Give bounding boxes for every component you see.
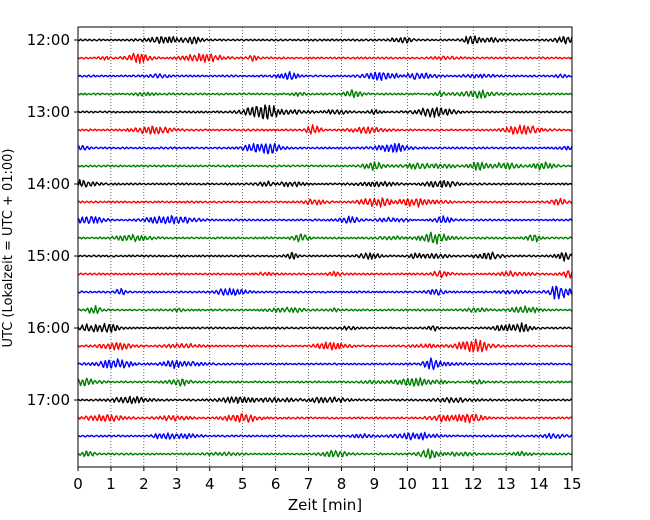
trace-1715 [77,413,573,424]
trace-1615 [77,338,573,353]
x-tick-label: 4 [205,475,215,493]
x-tick-label: 7 [304,475,314,493]
trace-1215 [77,52,573,64]
x-tick-label: 13 [497,475,516,493]
trace-1245 [77,89,573,99]
y-tick-label: 16:00 [27,319,70,337]
x-tick-label: 8 [337,475,347,493]
trace-1700 [77,395,573,405]
trace-1400 [77,178,573,188]
x-tick-label: 10 [398,475,417,493]
y-tick-label: 13:00 [27,103,70,121]
x-tick-label: 1 [106,475,116,493]
x-tick-label: 11 [431,475,450,493]
trace-1300 [77,104,573,120]
plot-frame [77,26,573,468]
x-tick-label: 9 [370,475,380,493]
trace-1730 [77,431,573,441]
trace-1415 [77,197,573,208]
x-tick-label: 12 [464,475,483,493]
y-tick-label: 14:00 [27,175,70,193]
trace-1345 [77,161,573,171]
x-tick-label: 15 [562,475,581,493]
x-axis-title: Zeit [min] [288,496,362,514]
trace-1330 [77,142,573,155]
trace-1530 [77,285,573,300]
x-tick-label: 2 [139,475,149,493]
y-axis-title: UTC (Lokalzeit = UTC + 01:00) [1,149,16,348]
y-tick-label: 12:00 [27,31,70,49]
x-tick-label: 3 [172,475,182,493]
trace-1630 [77,357,573,371]
trace-1645 [77,377,573,387]
x-tick-label: 14 [530,475,549,493]
grid-layer [110,27,540,467]
trace-1230 [77,71,573,81]
trace-1445 [77,231,573,245]
x-tick-label: 6 [271,475,281,493]
trace-1500 [77,251,573,262]
trace-1430 [77,215,573,225]
trace-1200 [77,35,573,45]
x-tick-label: 0 [73,475,83,493]
trace-1600 [77,322,573,333]
x-tick-label: 5 [238,475,248,493]
y-tick-label: 17:00 [27,391,70,409]
trace-1315 [77,124,573,135]
trace-layer [77,35,573,460]
trace-1745 [77,448,573,460]
trace-1515 [77,270,573,279]
trace-1545 [77,304,573,315]
y-tick-label: 15:00 [27,247,70,265]
axis-layer: 0 1 2 3 4 5 6 7 8 9 10 11 12 13 14 1512:0013:0014:0015:… [27,31,582,493]
